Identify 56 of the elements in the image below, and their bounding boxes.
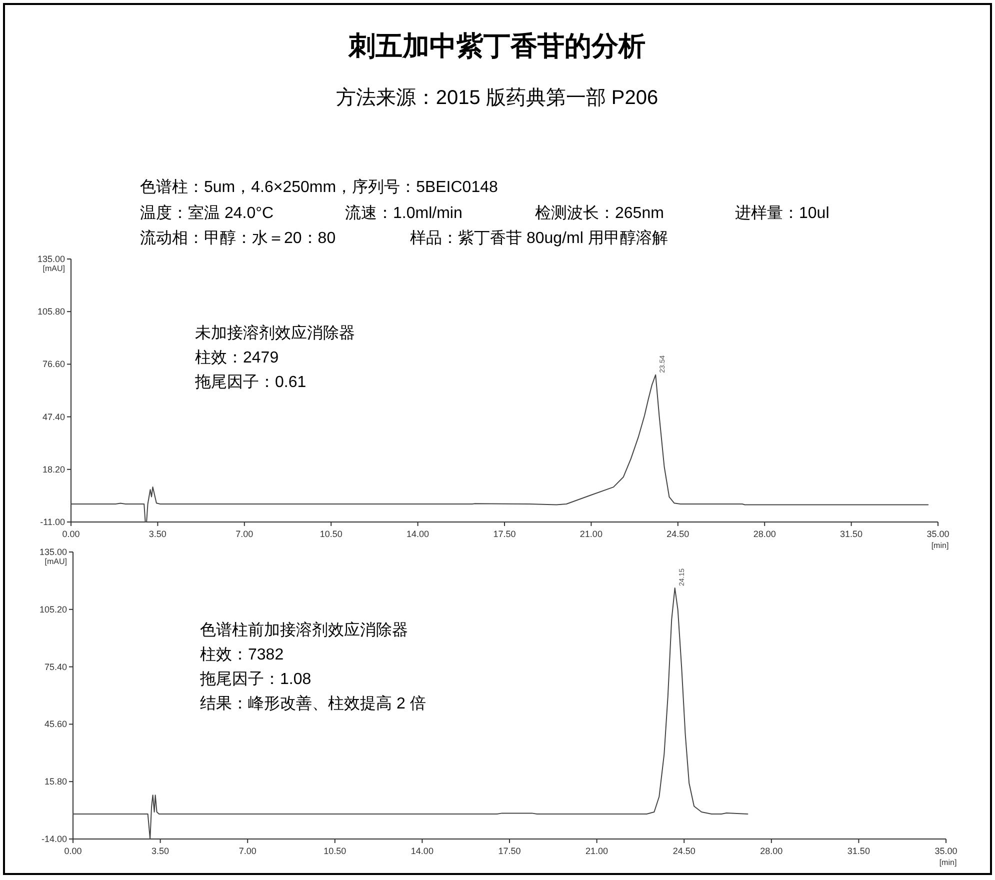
y-tick-label: 135.00	[39, 547, 67, 557]
chart-title: 刺五加中紫丁香苷的分析	[348, 31, 646, 61]
x-tick-label: 28.00	[760, 846, 783, 856]
x-tick-label: 3.50	[148, 529, 166, 539]
annotation: 结果：峰形改善、柱效提高 2 倍	[200, 694, 426, 712]
annotation: 色谱柱前加接溶剂效应消除器	[200, 621, 408, 639]
annotation: 柱效：7382	[200, 646, 284, 664]
x-tick-label: 17.50	[498, 846, 521, 856]
x-tick-label: 31.50	[840, 529, 863, 539]
x-tick-label: 7.00	[236, 529, 254, 539]
line-series	[70, 374, 929, 522]
x-tick-label: 17.50	[493, 529, 516, 539]
y-tick-label: 18.20	[42, 464, 65, 474]
y-tick-label: 47.40	[42, 412, 65, 422]
y-tick-label: 105.20	[39, 604, 67, 614]
text: 进样量：10ul	[735, 204, 830, 222]
x-axis-title: [min]	[939, 858, 957, 867]
x-tick-label: 35.00	[926, 529, 950, 539]
x-tick-label: 7.00	[238, 846, 256, 856]
x-tick-label: 28.00	[753, 529, 776, 539]
y-tick-label: -14.00	[41, 834, 67, 844]
x-tick-label: 3.50	[152, 846, 170, 856]
y-tick-label: 75.40	[44, 662, 67, 672]
x-tick-label: 0.00	[62, 529, 80, 539]
x-tick-label: 0.00	[64, 846, 82, 856]
x-tick-label: 35.00	[934, 846, 958, 856]
text: 色谱柱：5um，4.6×250mm，序列号：5BEIC0148	[140, 178, 498, 196]
x-tick-label: 21.00	[580, 529, 602, 539]
y-tick-label: 135.00	[37, 254, 65, 264]
x-tick-label: 10.50	[320, 529, 342, 539]
y-tick-label: -11.00	[40, 517, 65, 527]
y-tick-label: 76.60	[42, 359, 65, 370]
text: 温度：室温 24.0°C	[140, 204, 274, 222]
y-tick-label: 15.80	[44, 776, 67, 787]
text: 检测波长：265nm	[535, 204, 664, 222]
x-tick-label: 24.50	[666, 529, 690, 539]
x-tick-label: 31.50	[847, 846, 870, 856]
y-axis-title: [mAU]	[42, 264, 65, 273]
annotation: 拖尾因子：0.61	[194, 374, 306, 391]
x-tick-label: 21.00	[586, 846, 608, 856]
line-series	[72, 588, 748, 840]
y-tick-label: 45.60	[44, 719, 67, 730]
text: 流速：1.0ml/min	[345, 204, 462, 222]
y-tick-label: 105.80	[37, 306, 65, 317]
x-tick-label: 14.00	[406, 529, 430, 539]
x-tick-label: 24.50	[672, 846, 696, 856]
text: 流动相：甲醇：水＝20：80	[140, 229, 336, 247]
x-axis-title: [min]	[931, 541, 949, 550]
x-tick-label: 10.50	[324, 846, 346, 856]
x-tick-label: 14.00	[410, 846, 434, 856]
chart-subtitle: 方法来源：2015 版药典第一部 P206	[336, 86, 658, 109]
y-axis-title: [mAU]	[44, 557, 67, 566]
annotation: 柱效：2479	[195, 348, 279, 366]
annotation: 未加接溶剂效应消除器	[195, 324, 355, 342]
annotation: 拖尾因子：1.08	[199, 671, 312, 688]
text: 样品：紫丁香苷 80ug/ml 用甲醇溶解	[410, 229, 668, 247]
